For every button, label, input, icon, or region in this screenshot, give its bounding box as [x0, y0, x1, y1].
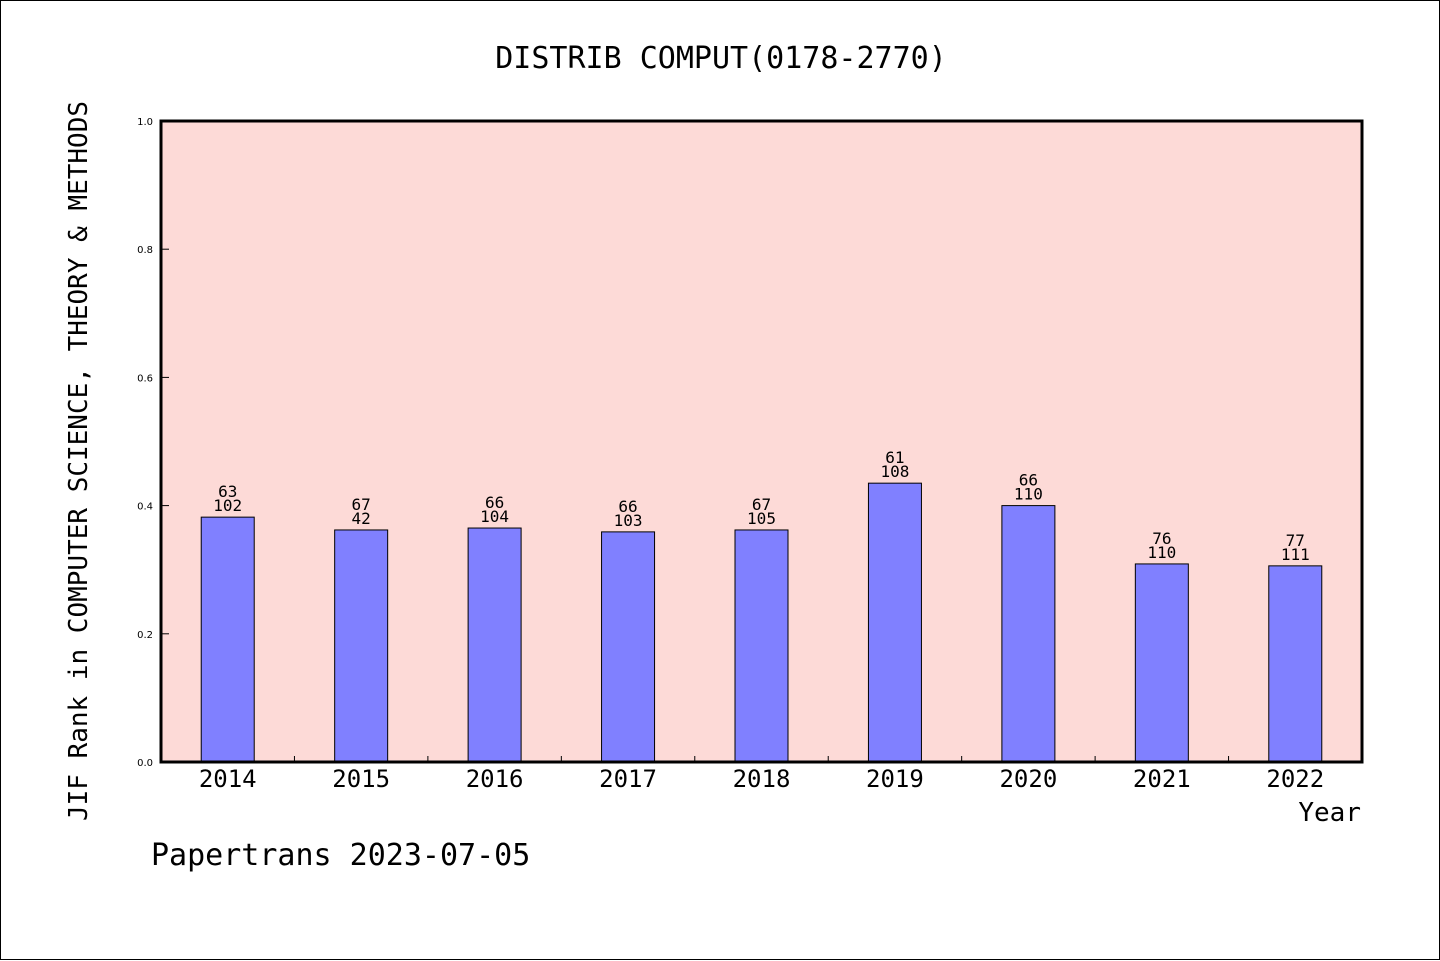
- bar-2016: [467, 527, 522, 763]
- bar-total-label: 102: [213, 496, 242, 515]
- bar-total-label: 42: [352, 509, 371, 528]
- bar-total-label: 110: [1014, 485, 1043, 504]
- bar-2014: [200, 516, 255, 763]
- plot-border: [159, 119, 1364, 764]
- bar-rank-label: 63: [218, 482, 237, 501]
- bar-2018: [734, 529, 789, 763]
- bar-total-label: 105: [747, 509, 776, 528]
- y-tick-label: 0.4: [137, 502, 153, 513]
- bar-rank-label: 76: [1152, 529, 1171, 548]
- x-tick-label: 2017: [599, 765, 657, 793]
- bar-2020: [1001, 505, 1056, 763]
- x-axis-ticks: 2014 2015 2016 2017 2018 2019 2020 2021 2022: [199, 756, 1324, 793]
- bar-rank-label: 61: [885, 448, 904, 467]
- x-tick-label: 2015: [332, 765, 390, 793]
- bar-rank-label: 77: [1286, 531, 1305, 550]
- x-tick-label: 2021: [1133, 765, 1191, 793]
- bar-rank-label: 67: [752, 495, 771, 514]
- x-tick-label: 2018: [733, 765, 791, 793]
- footer-watermark: Papertrans 2023-07-05: [151, 838, 530, 873]
- y-tick-label: 0.6: [137, 373, 153, 384]
- y-tick-label: 1.0: [137, 117, 153, 128]
- bar-total-label: 110: [1147, 543, 1176, 562]
- x-axis-label: Year: [1298, 798, 1361, 828]
- y-tick-label: 0.8: [137, 245, 153, 256]
- chart-title: DISTRIB COMPUT(0178-2770): [495, 41, 947, 76]
- x-tick-label: 2020: [999, 765, 1057, 793]
- bar-total-label: 111: [1281, 545, 1310, 564]
- x-tick-label: 2014: [199, 765, 257, 793]
- bar-2022: [1268, 565, 1323, 763]
- bar-2021: [1134, 563, 1189, 763]
- bar-total-label: 103: [614, 511, 643, 530]
- bar-total-label: 108: [880, 462, 909, 481]
- y-tick-label: 0.2: [137, 630, 153, 641]
- bar-2019: [867, 482, 922, 763]
- bar-2017: [601, 531, 656, 763]
- y-axis-label: JIF Rank in COMPUTER SCIENCE, THEORY & M…: [64, 101, 94, 821]
- bar-rank-label: 67: [352, 495, 371, 514]
- x-tick-label: 2022: [1266, 765, 1324, 793]
- x-tick-label: 2019: [866, 765, 924, 793]
- y-tick-label: 0.0: [137, 758, 153, 769]
- bar-rank-label: 66: [1019, 471, 1038, 490]
- bar-rank-label: 66: [618, 497, 637, 516]
- bar-total-label: 104: [480, 507, 509, 526]
- bars: [200, 482, 1323, 763]
- bar-2015: [334, 529, 389, 763]
- x-tick-label: 2016: [466, 765, 524, 793]
- bar-rank-label: 66: [485, 493, 504, 512]
